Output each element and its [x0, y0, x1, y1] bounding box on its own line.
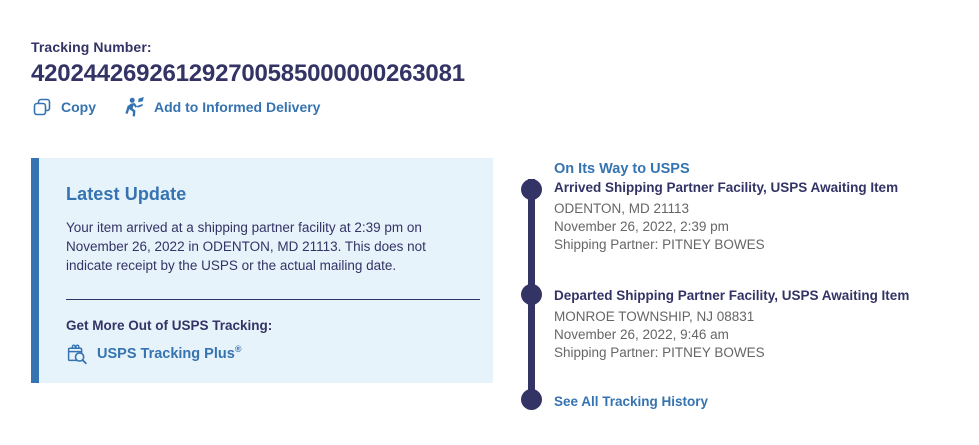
get-more-title: Get More Out of USPS Tracking:	[66, 318, 273, 333]
timeline-dot-icon	[521, 389, 542, 410]
timeline-event-partner: Shipping Partner: PITNEY BOWES	[554, 237, 765, 252]
registered-mark: ®	[234, 343, 242, 354]
tracking-number-label: Tracking Number:	[31, 39, 152, 55]
timeline-event-datetime: November 26, 2022, 2:39 pm	[554, 219, 729, 234]
timeline-event-title: Arrived Shipping Partner Facility, USPS …	[554, 180, 899, 195]
timeline-event-location: ODENTON, MD 21113	[554, 201, 690, 216]
copy-button-label: Copy	[61, 99, 96, 115]
timeline-event-title: Departed Shipping Partner Facility, USPS…	[554, 288, 910, 303]
timeline-dot-icon	[521, 179, 542, 200]
tracking-number-value: 420244269261292700585000000263081	[31, 60, 465, 87]
panel-divider	[66, 299, 480, 300]
add-to-informed-delivery-button[interactable]: Add to Informed Delivery	[122, 96, 320, 119]
latest-update-body: Your item arrived at a shipping partner …	[66, 220, 426, 273]
copy-button[interactable]: Copy	[31, 96, 96, 118]
timeline-event-datetime: November 26, 2022, 9:46 am	[554, 327, 729, 342]
package-search-icon	[66, 343, 88, 365]
tracking-header: Tracking Number: 42024426926129270058500…	[31, 38, 731, 119]
timeline-event: Departed Shipping Partner Facility, USPS…	[521, 284, 910, 362]
latest-update-title: Latest Update	[66, 184, 187, 204]
see-all-tracking-history-row[interactable]: See All Tracking History	[521, 389, 709, 411]
timeline-event-location: MONROE TOWNSHIP, NJ 08831	[554, 309, 755, 324]
tracking-actions: Copy Add to Informed Delivery	[31, 95, 731, 119]
add-to-informed-delivery-label: Add to Informed Delivery	[154, 99, 321, 115]
see-all-tracking-history-link[interactable]: See All Tracking History	[554, 394, 709, 409]
timeline-event-partner: Shipping Partner: PITNEY BOWES	[554, 345, 765, 360]
timeline-status-heading: On Its Way to USPS	[554, 161, 690, 177]
copy-icon	[31, 96, 53, 118]
informed-delivery-runner-icon	[122, 96, 146, 119]
usps-tracking-plus-text: USPS Tracking Plus	[97, 345, 235, 362]
latest-update-panel: Latest Update Your item arrived at a shi…	[31, 158, 493, 383]
timeline-event: Arrived Shipping Partner Facility, USPS …	[521, 179, 898, 254]
usps-tracking-plus-link[interactable]: USPS Tracking Plus®	[66, 343, 467, 365]
usps-tracking-plus-label: USPS Tracking Plus®	[97, 343, 242, 363]
timeline-dot-icon	[521, 284, 542, 305]
